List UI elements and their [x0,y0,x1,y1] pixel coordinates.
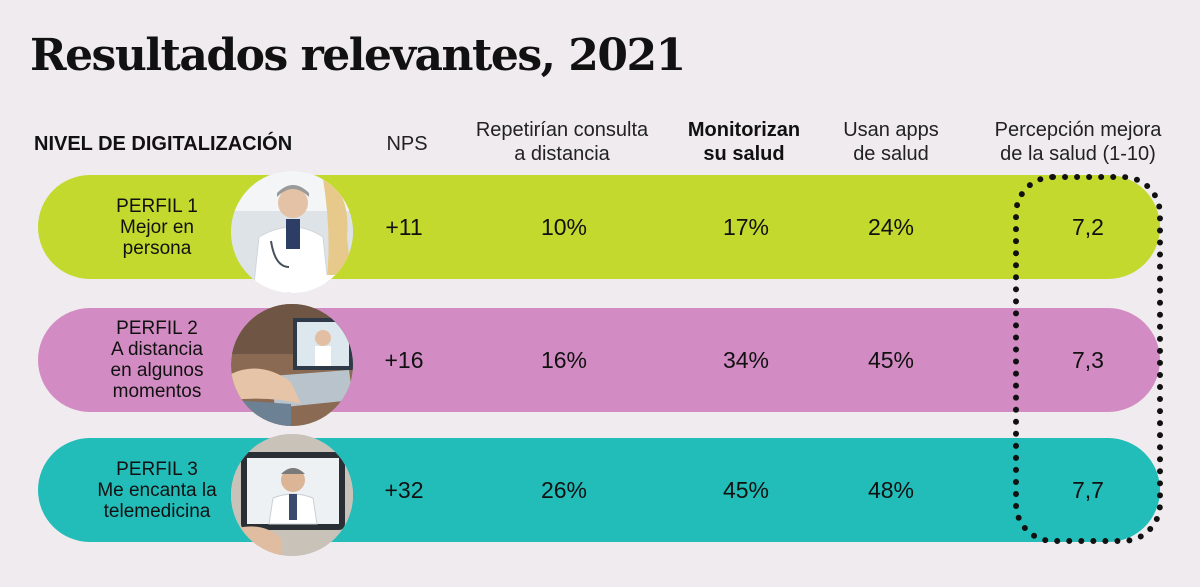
profile-label: PERFIL 2 A distancia en algunos momentos [72,308,242,412]
profile-line: en algunos [110,360,204,381]
profile-line: Mejor en [120,216,194,238]
cell-perception: 7,7 [1072,476,1104,503]
column-header-apps: Usan apps de salud [826,118,956,166]
profile-line: telemedicina [103,500,211,522]
cell-repeat: 10% [540,213,588,240]
table-row: PERFIL 2 A distancia en algunos momentos… [38,304,1160,426]
profile-line: PERFIL 2 [116,318,198,339]
column-header-line: Repetirían consulta [475,119,649,141]
cell-perception: 7,2 [1072,213,1104,240]
column-header-line: de la salud (1-10) [1000,143,1156,165]
cell-apps: 45% [867,346,915,373]
page-title: Resultados relevantes, 2021 [30,30,686,81]
column-header-line: de salud [853,143,929,165]
cell-monitor: 34% [722,346,770,373]
table-row: PERFIL 1 Mejor en persona +11 10% 17% 24… [38,171,1160,293]
column-header-repeat: Repetirían consulta a distancia [452,118,672,166]
row-header: NIVEL DE DIGITALIZACIÓN [34,133,293,155]
tablet-telemedicine-photo [231,434,353,556]
laptop-video-call-photo [231,304,353,426]
cell-perception: 7,3 [1072,346,1104,373]
column-header-nps: NPS [372,132,442,156]
cell-apps: 24% [867,213,915,240]
profile-label: PERFIL 1 Mejor en persona [72,175,242,279]
column-header-line: Monitorizan [687,119,801,141]
cell-nps: +16 [384,346,424,373]
profile-line: momentos [112,381,202,402]
profile-line: PERFIL 1 [116,195,198,217]
column-header-line: NPS [386,133,428,155]
column-header-line: Percepción mejora [994,119,1162,141]
cell-repeat: 26% [540,476,588,503]
profile-line: A distancia [111,339,203,360]
profile-line: persona [122,237,192,259]
column-header-monitor: Monitorizan su salud [674,118,814,166]
cell-monitor: 17% [722,213,770,240]
cell-nps: +32 [384,476,424,503]
table-row: PERFIL 3 Me encanta la telemedicina +32 … [38,434,1160,556]
profile-label: PERFIL 3 Me encanta la telemedicina [72,438,242,542]
profile-line: Me encanta la [97,479,217,501]
column-header-line: su salud [703,143,785,165]
column-header-line: a distancia [514,143,610,165]
perception-highlight-outline [1013,174,1163,544]
column-header-line: Usan apps [843,119,939,141]
column-header-perception: Percepción mejora de la salud (1-10) [972,118,1184,166]
cell-monitor: 45% [722,476,770,503]
cell-apps: 48% [867,476,915,503]
doctor-patient-photo [231,171,353,293]
cell-nps: +11 [385,213,423,240]
profile-line: PERFIL 3 [116,458,198,480]
cell-repeat: 16% [540,346,588,373]
